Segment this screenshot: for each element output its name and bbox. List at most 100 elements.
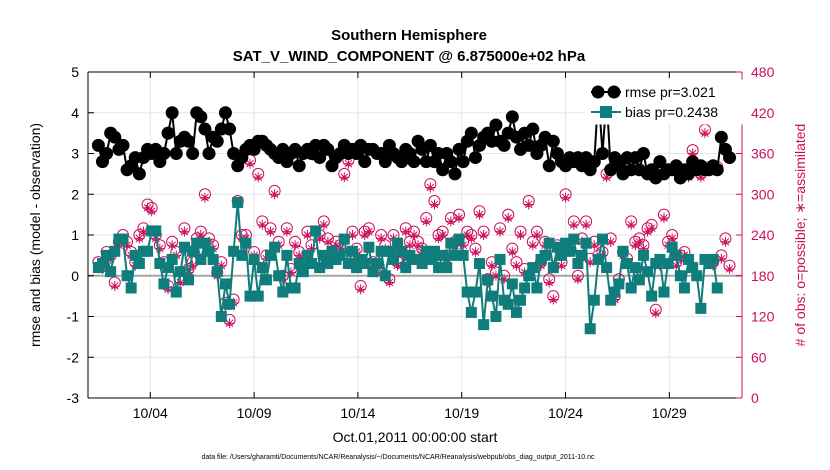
bias-data-point bbox=[256, 262, 268, 274]
obs-assimilated-marker bbox=[400, 226, 411, 237]
bias-data-point bbox=[277, 286, 289, 298]
bias-data-point bbox=[195, 253, 207, 265]
bias-data-point bbox=[683, 253, 695, 265]
rmse-data-point bbox=[182, 134, 196, 148]
bias-data-point bbox=[338, 233, 350, 245]
rmse-data-point bbox=[653, 155, 667, 169]
bias-data-point bbox=[142, 245, 154, 257]
obs-assimilated-marker bbox=[199, 192, 210, 203]
obs-assimilated-marker bbox=[585, 257, 596, 268]
obs-assimilated-marker bbox=[122, 240, 133, 251]
obs-assimilated-marker bbox=[699, 128, 710, 139]
bias-data-point bbox=[478, 319, 490, 331]
rmse-data-point bbox=[100, 147, 114, 160]
obs-assimilated-marker bbox=[458, 240, 469, 251]
obs-assimilated-marker bbox=[568, 219, 579, 230]
rmse-data-point bbox=[595, 147, 609, 160]
bias-data-point bbox=[670, 249, 682, 261]
bias-data-point bbox=[576, 249, 588, 261]
bias-data-point bbox=[183, 274, 195, 286]
bias-data-point bbox=[326, 245, 338, 257]
rmse-data-point bbox=[358, 155, 372, 169]
bias-data-point bbox=[383, 245, 395, 257]
bias-data-point bbox=[560, 237, 572, 249]
bias-data-point bbox=[494, 253, 506, 265]
bias-data-point bbox=[428, 245, 440, 257]
obs-assimilated-marker bbox=[302, 230, 313, 240]
plot-area: -3 -2 -1 0 1 2 3 4 5 0 60 120 180 240 300 360 420 480 10/0… bbox=[67, 64, 775, 421]
obs-assimilated-marker bbox=[720, 236, 731, 247]
obs-assimilated-marker bbox=[527, 240, 538, 251]
bias-data-point bbox=[297, 266, 309, 278]
bias-data-point bbox=[306, 258, 318, 270]
bias-data-point bbox=[236, 249, 248, 261]
obs-assimilated-marker bbox=[109, 280, 120, 291]
obs-assimilated-marker bbox=[331, 240, 342, 251]
obs-assimilated-marker bbox=[454, 213, 465, 224]
rmse-data-point bbox=[587, 155, 601, 169]
bias-data-point bbox=[125, 282, 137, 294]
rmse-data-point bbox=[169, 147, 183, 160]
bias-data-point bbox=[424, 253, 436, 265]
bias-data-point bbox=[433, 262, 445, 274]
y-right-tick-label: 180 bbox=[751, 268, 775, 284]
obs-assimilated-marker bbox=[355, 284, 366, 295]
rmse-data-point bbox=[464, 126, 478, 140]
bias-data-point bbox=[510, 306, 522, 318]
rmse-data-point bbox=[423, 138, 437, 152]
obs-assimilated-marker bbox=[589, 240, 600, 251]
bias-data-point bbox=[547, 262, 559, 274]
rmse-data-point bbox=[91, 138, 105, 152]
bias-data-point bbox=[621, 258, 633, 270]
rmse-data-point bbox=[157, 147, 171, 160]
y-right-tick-label: 360 bbox=[751, 146, 775, 162]
obs-assimilated-marker bbox=[408, 230, 419, 240]
obs-assimilated-marker bbox=[695, 172, 706, 183]
rmse-data-point bbox=[116, 138, 130, 152]
bias-data-point bbox=[351, 262, 363, 274]
rmse-data-point bbox=[522, 138, 536, 152]
bias-data-point bbox=[392, 237, 404, 249]
rmse-data-point bbox=[218, 106, 232, 120]
bias-data-point bbox=[367, 266, 379, 278]
x-tick-label: 10/14 bbox=[340, 405, 375, 421]
bias-data-point bbox=[654, 253, 666, 265]
bias-data-point bbox=[515, 294, 527, 306]
obs-assimilated-marker bbox=[634, 236, 645, 247]
chart-subtitle: SAT_V_WIND_COMPONENT @ 6.875000e+02 hPa bbox=[233, 48, 586, 65]
obs-assimilated-marker bbox=[175, 277, 186, 288]
rmse-data-point bbox=[546, 134, 560, 148]
rmse-data-point bbox=[292, 159, 306, 173]
obs-assimilated-marker bbox=[339, 172, 350, 183]
bias-data-point bbox=[301, 249, 313, 261]
x-tick-label: 10/29 bbox=[652, 405, 687, 421]
bias-data-point bbox=[371, 258, 383, 270]
bias-data-point bbox=[662, 258, 674, 270]
rmse-data-point bbox=[636, 147, 650, 160]
obs-assimilated-marker bbox=[281, 226, 292, 237]
rmse-data-point bbox=[710, 163, 724, 177]
obs-assimilated-marker bbox=[347, 230, 358, 240]
bias-data-point bbox=[109, 245, 121, 257]
bias-data-point bbox=[289, 282, 301, 294]
bias-data-point bbox=[437, 249, 449, 261]
bias-data-point bbox=[150, 225, 162, 237]
bias-data-point bbox=[617, 245, 629, 257]
bias-data-point bbox=[506, 278, 518, 290]
obs-assimilated-marker bbox=[605, 236, 616, 247]
obs-assimilated-marker bbox=[179, 226, 190, 237]
bias-data-point bbox=[502, 298, 514, 310]
y-left-tick-label: 5 bbox=[71, 64, 79, 80]
rmse-data-point bbox=[223, 122, 237, 136]
obs-assimilated-marker bbox=[658, 213, 669, 224]
rmse-data-point bbox=[407, 155, 421, 169]
bias-data-point bbox=[174, 266, 186, 278]
obs-assimilated-marker bbox=[286, 267, 297, 278]
bias-data-point bbox=[252, 290, 264, 302]
rmse-data-point bbox=[456, 155, 470, 169]
bias-data-point bbox=[551, 241, 563, 253]
bias-data-point bbox=[527, 262, 539, 274]
obs-assimilated-marker bbox=[425, 182, 436, 193]
chart-title: Southern Hemisphere bbox=[331, 27, 487, 44]
bias-data-point bbox=[281, 249, 293, 261]
